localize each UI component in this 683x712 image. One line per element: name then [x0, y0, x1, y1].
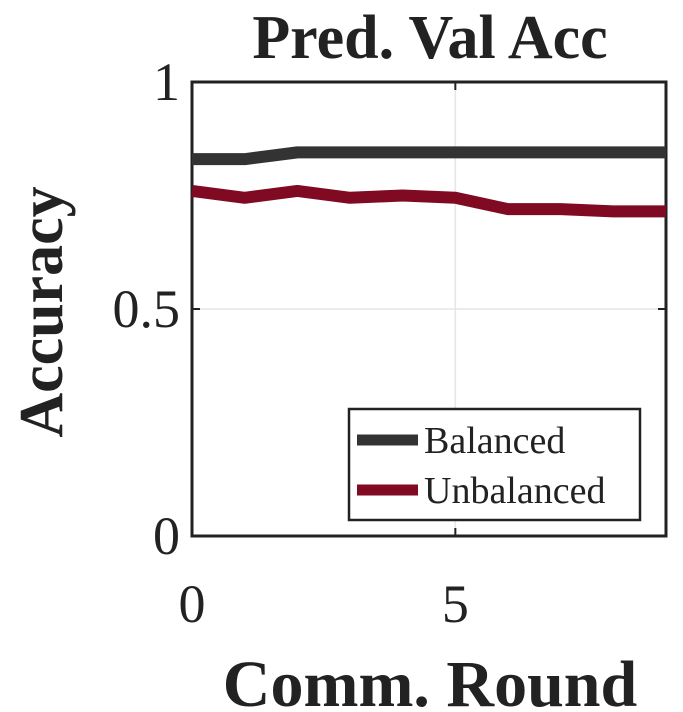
legend-label-balanced: Balanced	[424, 420, 565, 462]
legend: Balanced Unbalanced	[347, 407, 642, 522]
chart-title: Pred. Val Acc	[252, 4, 607, 72]
y-tick-label: 0	[153, 506, 180, 566]
y-tick-label: 1	[153, 52, 180, 112]
legend-box	[347, 407, 642, 522]
x-axis-label: Comm. Round	[223, 648, 637, 712]
x-tick-label: 5	[442, 574, 469, 634]
y-axis-label: Accuracy	[8, 186, 76, 437]
series-line-balanced	[192, 146, 666, 166]
legend-label-unbalanced: Unbalanced	[424, 470, 605, 512]
tick-marks	[191, 81, 666, 537]
series-layer	[191, 146, 666, 218]
y-tick-labels: 00.51	[113, 52, 181, 566]
series-line-unbalanced	[191, 184, 666, 218]
x-tick-label: 0	[179, 574, 206, 634]
y-tick-label: 0.5	[113, 279, 181, 339]
